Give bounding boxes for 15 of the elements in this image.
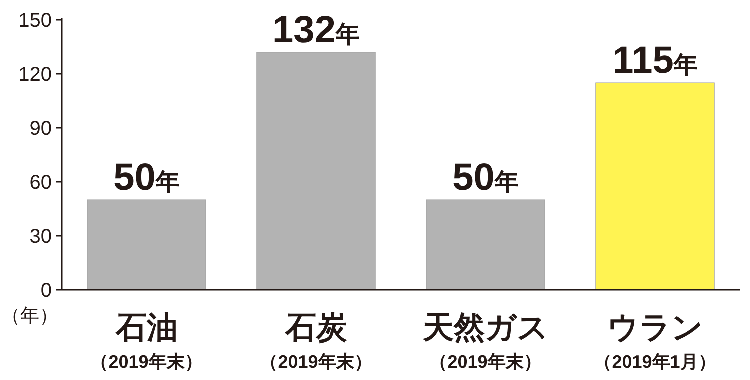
y-tick-label: 30 [30, 226, 52, 248]
y-tick-label: 120 [18, 64, 52, 86]
data-label: 115年 [612, 40, 698, 82]
x-tick-label: 石油（2019年末） [90, 310, 203, 372]
x-tick-label: 石炭（2019年末） [260, 310, 372, 372]
y-tick-label: 90 [30, 118, 52, 140]
y-axis-title: （年） [2, 306, 58, 327]
data-label: 50年 [114, 157, 180, 199]
x-tick-label: 天然ガス（2019年末） [422, 310, 549, 372]
data-label: 50年 [452, 157, 519, 199]
y-tick-label: 60 [30, 172, 52, 194]
x-tick-label: ウラン（2019年1月） [594, 310, 716, 372]
y-tick-label: 0 [40, 280, 52, 302]
data-label: 132年 [272, 9, 360, 52]
y-tick-label: 150 [18, 10, 52, 32]
